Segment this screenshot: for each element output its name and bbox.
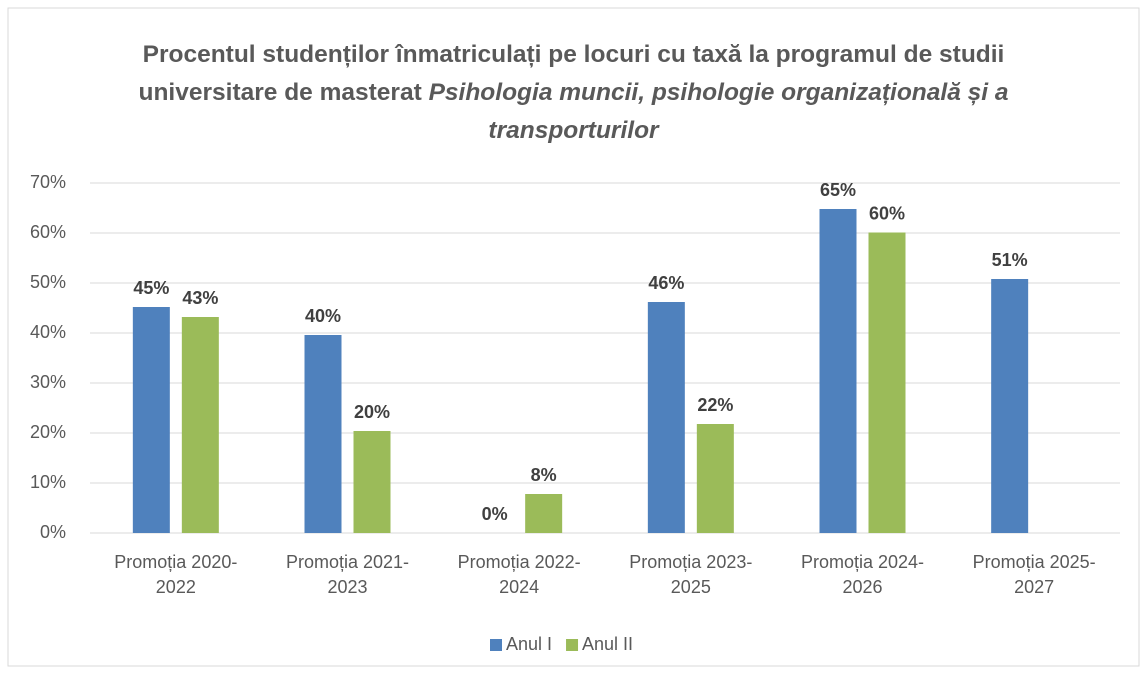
legend-swatch bbox=[490, 639, 502, 651]
y-tick-label: 0% bbox=[40, 522, 66, 542]
x-tick-label: Promoția 2023-2025 bbox=[629, 552, 753, 597]
bar bbox=[819, 209, 857, 533]
data-label: 40% bbox=[305, 306, 341, 326]
y-tick-label: 20% bbox=[30, 422, 66, 442]
bar bbox=[132, 307, 170, 533]
legend-label: Anul II bbox=[582, 634, 633, 654]
y-tick-label: 50% bbox=[30, 272, 66, 292]
x-tick-label: Promoția 2020-2022 bbox=[114, 552, 238, 597]
data-label: 51% bbox=[992, 250, 1028, 270]
data-label: 8% bbox=[531, 465, 557, 485]
data-label: 60% bbox=[869, 203, 905, 223]
y-tick-label: 40% bbox=[30, 322, 66, 342]
y-tick-label: 70% bbox=[30, 172, 66, 192]
legend-swatch bbox=[566, 639, 579, 651]
data-label: 22% bbox=[697, 395, 733, 415]
bar bbox=[868, 232, 906, 533]
data-label: 45% bbox=[133, 278, 169, 298]
data-label: 43% bbox=[182, 288, 218, 308]
bar bbox=[353, 431, 391, 533]
bar bbox=[647, 302, 685, 533]
bar bbox=[181, 317, 219, 533]
y-tick-label: 60% bbox=[30, 222, 66, 242]
x-tick-label: Promoția 2024-2026 bbox=[800, 552, 925, 597]
x-tick-label: Promoția 2021-2023 bbox=[285, 552, 410, 597]
title-text: Procentul studenților înmatriculați pe l… bbox=[138, 41, 1005, 106]
data-label: 46% bbox=[648, 273, 684, 293]
chart-title: Procentul studenților înmatriculați pe l… bbox=[100, 36, 1047, 150]
x-tick-label: Promoția 2025-2027 bbox=[972, 552, 1096, 597]
data-label: 0% bbox=[482, 504, 508, 524]
bar bbox=[991, 279, 1029, 533]
x-tick-label: Promoția 2022-2024 bbox=[457, 552, 581, 597]
chart-border bbox=[7, 7, 1140, 667]
bar bbox=[525, 494, 563, 533]
title-italic: Psihologia muncii, psihologie organizați… bbox=[428, 79, 1009, 144]
data-label: 20% bbox=[354, 402, 390, 422]
y-tick-label: 30% bbox=[30, 372, 66, 392]
y-tick-label: 10% bbox=[30, 472, 66, 492]
bar bbox=[304, 335, 342, 533]
bar bbox=[696, 424, 734, 533]
legend-label: Anul I bbox=[506, 634, 552, 654]
data-label: 65% bbox=[820, 180, 856, 200]
